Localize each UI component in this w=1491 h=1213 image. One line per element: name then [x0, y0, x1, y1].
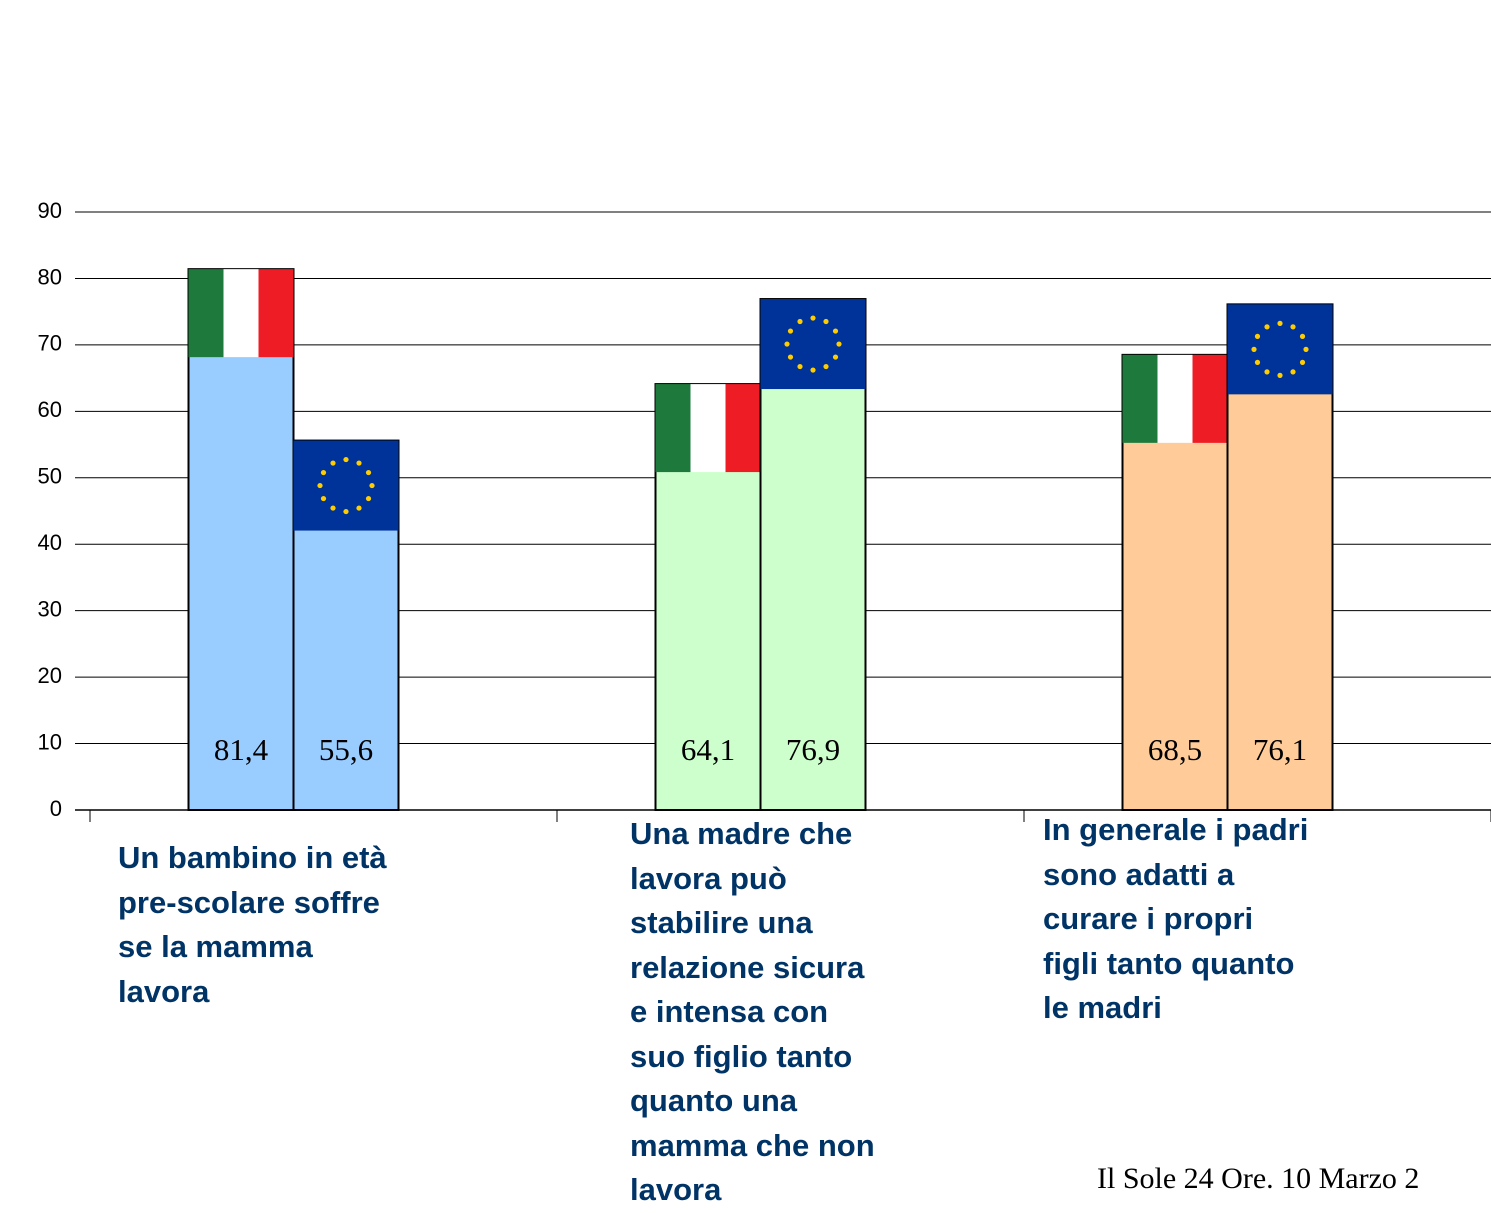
source: Il Sole 24 Ore. 10 Marzo 2: [1097, 1162, 1420, 1195]
flag-star: [1251, 346, 1257, 352]
flag-star: [1264, 324, 1270, 330]
flag-star: [1277, 320, 1283, 326]
flag-star: [784, 341, 790, 347]
flag-star: [836, 341, 842, 347]
flag-star: [787, 328, 794, 334]
flag-star: [797, 318, 803, 325]
y-tick-label: 70: [38, 331, 62, 356]
flag-italy: [188, 269, 224, 358]
flag-star: [1277, 372, 1283, 378]
y-tick-label: 40: [38, 530, 62, 555]
flag-italy: [1157, 354, 1193, 443]
flag-star: [1254, 333, 1261, 339]
data-label: 64,1: [681, 732, 735, 767]
flag-star: [832, 354, 839, 360]
category-label: Un bambino in età pre-scolare soffre se …: [118, 840, 387, 1009]
flag-star: [1254, 359, 1261, 365]
flag-star: [365, 469, 372, 476]
y-tick-label: 20: [38, 663, 62, 688]
flag-eu: [293, 440, 399, 531]
flag-eu: [760, 299, 866, 390]
data-label: 68,5: [1148, 732, 1202, 767]
flag-star: [365, 495, 372, 502]
data-label: 76,1: [1253, 732, 1307, 767]
bar: [187, 268, 295, 811]
flag-star: [343, 456, 349, 463]
flag-star: [810, 367, 816, 373]
flag-star: [317, 482, 323, 489]
data-label: 81,4: [214, 732, 269, 767]
flag-italy: [1122, 354, 1158, 443]
y-tick-label: 10: [38, 729, 62, 754]
y-tick-label: 30: [38, 596, 62, 621]
flag-star: [1290, 369, 1296, 375]
category-label: Una madre che lavora può stabilire una r…: [630, 816, 875, 1207]
flag-italy: [690, 384, 726, 473]
flag-star: [823, 363, 829, 370]
y-tick-label: 80: [38, 264, 62, 289]
flag-star: [320, 495, 327, 502]
flag-eu: [1227, 304, 1333, 395]
flag-star: [1299, 333, 1306, 339]
y-tick-label: 90: [38, 198, 62, 223]
flag-italy: [725, 384, 761, 473]
flag-italy: [1192, 354, 1228, 443]
y-tick-label: 60: [38, 397, 62, 422]
flag-italy: [223, 269, 259, 358]
flag-star: [330, 505, 336, 511]
flag-star: [810, 315, 816, 321]
category-label: In generale i padri sono adatti a curare…: [1043, 812, 1309, 1025]
flag-italy: [258, 269, 294, 358]
data-label: 76,9: [786, 732, 840, 767]
flag-star: [823, 318, 829, 325]
flag-star: [1303, 346, 1309, 352]
flag-star: [787, 354, 794, 360]
flag-star: [343, 508, 349, 515]
flag-star: [330, 460, 336, 466]
flag-star: [797, 363, 803, 370]
y-tick-label: 0: [50, 796, 62, 821]
y-tick-label: 50: [38, 464, 62, 489]
flag-star: [1290, 324, 1296, 330]
flag-star: [356, 460, 362, 466]
data-label: 55,6: [319, 732, 373, 767]
flag-star: [1264, 369, 1270, 375]
flag-star: [356, 505, 362, 511]
flag-star: [320, 469, 327, 476]
flag-star: [1299, 359, 1306, 365]
flag-italy: [655, 384, 691, 473]
flag-star: [369, 482, 375, 489]
flag-star: [832, 328, 839, 334]
